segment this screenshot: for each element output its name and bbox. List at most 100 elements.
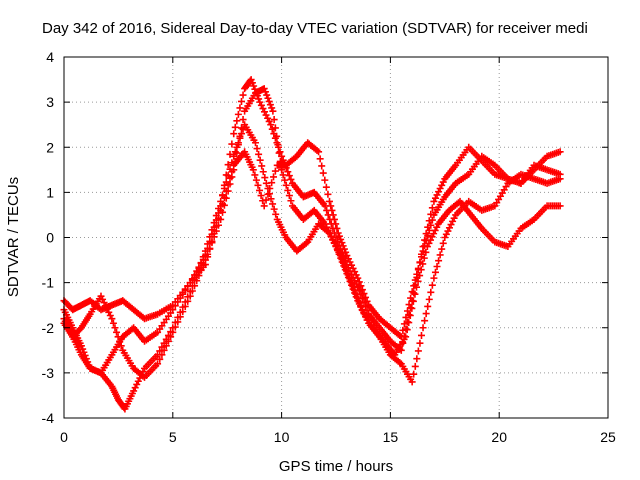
data-point — [199, 253, 207, 261]
data-point — [324, 211, 332, 219]
data-point — [270, 173, 278, 181]
data-point — [212, 227, 220, 235]
data-point — [430, 274, 438, 282]
data-point — [176, 308, 184, 316]
data-point — [285, 192, 293, 200]
data-point — [174, 298, 182, 306]
data-point — [217, 197, 225, 205]
data-point — [403, 326, 411, 334]
data-point — [254, 181, 262, 189]
data-point — [214, 204, 222, 212]
data-point — [274, 141, 282, 149]
data-point — [217, 215, 225, 223]
data-point — [413, 355, 421, 363]
data-point — [425, 217, 433, 225]
data-point — [261, 174, 269, 182]
data-point — [181, 298, 189, 306]
data-point — [267, 121, 275, 129]
data-point — [222, 194, 230, 202]
data-point — [556, 202, 564, 210]
data-point — [222, 178, 230, 186]
data-point — [327, 220, 335, 228]
data-point — [247, 76, 255, 84]
data-point — [431, 268, 439, 276]
y-tick-label: 0 — [46, 230, 54, 246]
chart-title: Day 342 of 2016, Sidereal Day-to-day VTE… — [42, 20, 588, 37]
data-point — [411, 362, 419, 370]
data-point — [220, 201, 228, 209]
data-point — [265, 97, 273, 105]
data-point — [438, 245, 446, 253]
data-point — [231, 157, 239, 165]
data-point — [195, 264, 203, 272]
data-point — [316, 155, 324, 163]
data-point — [416, 272, 424, 280]
data-point — [214, 221, 222, 229]
data-point — [258, 162, 266, 170]
data-point — [339, 259, 347, 267]
data-point — [410, 289, 418, 297]
data-point — [179, 290, 187, 298]
data-point — [406, 312, 414, 320]
data-point — [171, 319, 179, 327]
data-point — [224, 161, 232, 169]
data-point — [228, 140, 236, 148]
data-point — [282, 181, 290, 189]
data-point — [250, 82, 258, 90]
data-point — [184, 293, 192, 301]
data-point — [411, 290, 419, 298]
data-point — [408, 304, 416, 312]
data-point — [220, 185, 228, 193]
data-point — [276, 148, 284, 156]
data-point — [231, 123, 239, 131]
data-point — [276, 157, 284, 165]
x-tick-label: 20 — [491, 429, 507, 445]
data-point — [323, 206, 331, 214]
data-point — [252, 176, 260, 184]
data-point — [167, 328, 175, 336]
axis-ticks: 0 5 10 15 20 25 -4 -3 -2 -1 0 1 2 3 4 — [42, 49, 616, 445]
data-point — [234, 110, 242, 118]
data-point — [233, 143, 241, 151]
data-point — [271, 167, 279, 175]
data-point — [156, 355, 164, 363]
data-point — [154, 351, 162, 359]
data-point — [117, 342, 125, 350]
data-point — [281, 160, 289, 168]
data-point — [427, 288, 435, 296]
data-point — [108, 315, 116, 323]
data-point — [111, 324, 119, 332]
data-point — [219, 208, 227, 216]
data-point — [109, 319, 117, 327]
data-point — [556, 175, 564, 183]
data-point — [409, 297, 417, 305]
data-point — [269, 200, 277, 208]
data-point — [206, 244, 214, 252]
y-axis-label: SDTVAR / TECUs — [5, 177, 22, 297]
data-point — [344, 271, 352, 279]
data-point — [436, 251, 444, 259]
data-point — [237, 97, 245, 105]
data-point — [357, 302, 365, 310]
x-tick-label: 25 — [600, 429, 616, 445]
data-point — [417, 250, 425, 258]
data-point — [255, 95, 263, 103]
data-point — [224, 172, 232, 180]
data-point — [262, 179, 270, 187]
data-point — [435, 257, 443, 265]
y-tick-label: 1 — [46, 184, 54, 200]
data-point — [417, 331, 425, 339]
data-point — [261, 88, 269, 96]
x-axis-label: GPS time / hours — [279, 458, 393, 475]
data-point — [414, 277, 422, 285]
series-2 — [60, 76, 564, 377]
data-point — [169, 306, 177, 314]
data-point — [267, 195, 275, 203]
data-point — [226, 180, 234, 188]
data-point — [208, 226, 216, 234]
data-point — [405, 319, 413, 327]
data-point — [212, 212, 220, 220]
data-point — [234, 139, 242, 147]
data-point — [264, 94, 272, 102]
